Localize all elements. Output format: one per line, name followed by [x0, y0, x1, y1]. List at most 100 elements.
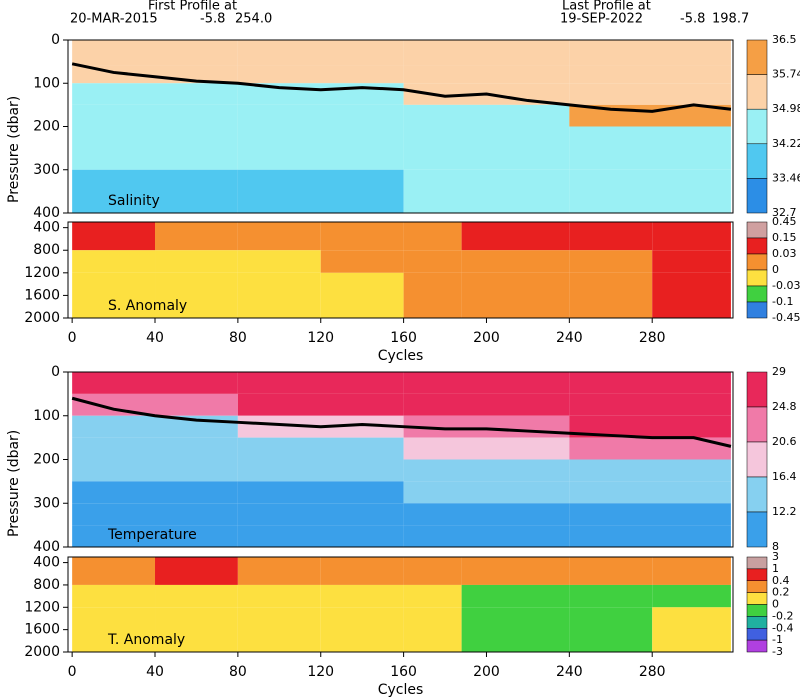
field-cell — [403, 607, 462, 652]
field-cell — [569, 126, 731, 170]
field-cell — [403, 222, 462, 251]
y-tick-label: 1200 — [24, 599, 60, 615]
field-cell — [320, 607, 404, 652]
colorbar-cell — [746, 371, 768, 408]
field-cell — [237, 393, 404, 416]
last-label: Last Profile at — [562, 0, 651, 14]
field-cell — [320, 250, 404, 273]
field-cell — [569, 481, 731, 504]
field-cell — [461, 250, 570, 273]
field-cell — [72, 104, 238, 127]
field-cell — [237, 481, 404, 504]
field-cell — [72, 437, 238, 460]
x-tick-label: 200 — [473, 664, 500, 680]
x-tick-label: 280 — [639, 664, 666, 680]
field-cell — [237, 169, 404, 213]
colorbar-cell — [746, 580, 768, 593]
y-tick-label: 800 — [33, 577, 60, 593]
colorbar-cell — [746, 476, 768, 513]
colorbar-label: 36.5 — [772, 33, 797, 46]
contour-line — [71, 396, 732, 448]
y-tick-label: 1600 — [24, 622, 60, 638]
field-cell — [155, 222, 238, 251]
colorbar-label: 35.74 — [772, 68, 800, 81]
field-cell — [403, 503, 570, 526]
field-cell — [237, 372, 404, 394]
colorbar-cell — [746, 441, 768, 478]
colorbar-cell — [746, 616, 768, 629]
field-cell — [569, 65, 731, 84]
colorbar-label: 34.22 — [772, 137, 800, 150]
field-cell — [569, 607, 653, 652]
field-cell — [569, 272, 653, 318]
x-tick-label: 240 — [556, 664, 583, 680]
colorbar-cell — [746, 269, 768, 287]
last-lon: 198.7 — [712, 12, 749, 27]
field-cell — [72, 250, 156, 273]
plot-area — [68, 557, 733, 652]
field-cell — [461, 222, 570, 251]
field-cell — [72, 557, 156, 585]
colorbar-cell — [746, 639, 768, 653]
field-cell — [569, 83, 731, 105]
colorbar-label: -1 — [772, 633, 783, 646]
colorbar-label: 3 — [772, 550, 779, 563]
colorbar-label: 34.98 — [772, 102, 800, 115]
field-cell — [403, 104, 570, 127]
field-cell — [569, 584, 653, 608]
y-tick-label: 1600 — [24, 287, 60, 303]
field-cell — [237, 437, 404, 460]
x-tick-label: 120 — [307, 664, 334, 680]
field-cell — [569, 372, 731, 394]
plot-area — [68, 222, 733, 318]
x-axis-label: Cycles — [378, 682, 424, 698]
x-tick-label: 240 — [556, 330, 583, 346]
field-cell — [72, 459, 238, 482]
field-cell — [237, 272, 321, 318]
field-cell — [72, 65, 238, 84]
x-tick-label: 40 — [146, 664, 164, 680]
field-cell — [237, 557, 321, 585]
field-cell — [652, 584, 731, 608]
colorbar-cell — [746, 406, 768, 443]
field-cell — [403, 126, 570, 170]
field-cell — [237, 40, 404, 66]
colorbar-label: 12.2 — [772, 505, 797, 518]
colorbar-label: 20.6 — [772, 435, 797, 448]
first-lon: 254.0 — [235, 12, 272, 27]
plot-area — [68, 372, 733, 547]
field-cell — [569, 459, 731, 482]
colorbar-cell — [746, 556, 768, 570]
field-cell — [72, 584, 156, 608]
field-cell — [237, 222, 321, 251]
y-tick-label: 300 — [33, 495, 60, 511]
field-cell — [403, 557, 462, 585]
field-cell — [155, 607, 238, 652]
field-cell — [403, 169, 570, 213]
panel-label: Temperature — [107, 527, 197, 543]
field-cell — [569, 415, 731, 438]
colorbar-cell — [746, 285, 768, 303]
y-tick-label: 1200 — [24, 265, 60, 281]
field-cell — [652, 557, 731, 585]
field-cell — [403, 65, 570, 84]
first-label: First Profile at — [148, 0, 237, 14]
field-cell — [403, 250, 462, 273]
field-cell — [72, 126, 238, 170]
x-tick-label: 160 — [390, 664, 417, 680]
colorbar-label: -0.4 — [772, 621, 793, 634]
colorbar-cell — [746, 221, 768, 239]
x-tick-label: 0 — [68, 330, 77, 346]
panel-label: S. Anomaly — [108, 298, 187, 314]
plot-area — [68, 40, 733, 213]
field-cell — [652, 272, 731, 318]
field-cell — [155, 557, 238, 585]
colorbar-cell — [746, 108, 768, 145]
field-cell — [652, 607, 731, 652]
panel-label: Salinity — [108, 193, 160, 209]
y-tick-label: 100 — [33, 408, 60, 424]
colorbar-cell — [746, 143, 768, 179]
colorbar-cell — [746, 301, 768, 319]
field-cell — [72, 83, 238, 105]
colorbar-label: 24.8 — [772, 400, 797, 413]
